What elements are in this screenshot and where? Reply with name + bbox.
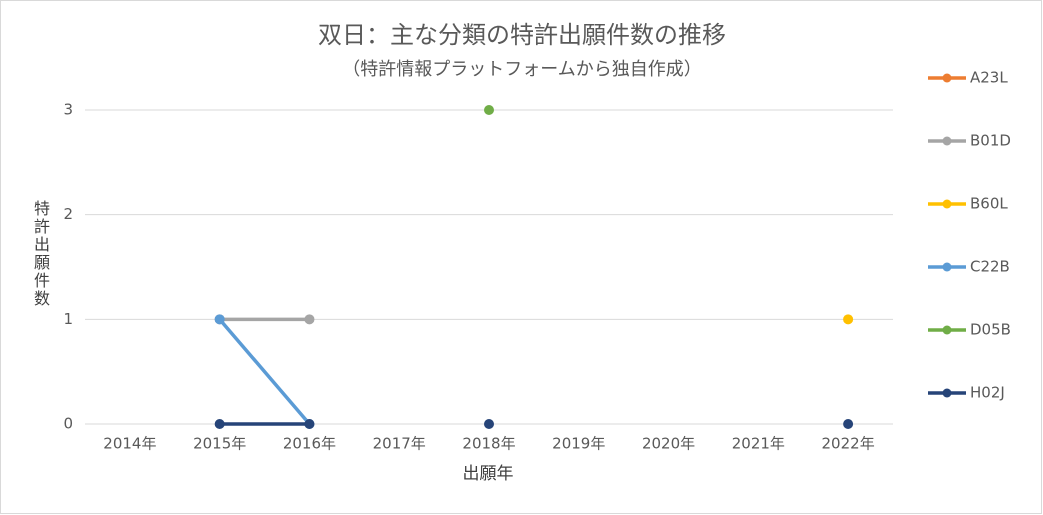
x-tick-label: 2020年	[642, 435, 695, 453]
legend-label: A23L	[970, 69, 1008, 87]
data-point	[484, 105, 494, 115]
legend-marker	[942, 199, 952, 209]
data-point	[304, 314, 315, 325]
legend-marker	[942, 262, 952, 272]
legend-label: H02J	[970, 384, 1005, 402]
legend-label: D05B	[970, 321, 1011, 339]
x-axis-label: 出願年	[463, 464, 514, 484]
x-tick-label: 2019年	[552, 435, 605, 453]
data-point	[214, 419, 225, 429]
legend-marker	[942, 136, 952, 146]
legend-label: C22B	[970, 258, 1010, 276]
x-tick-label: 2018年	[462, 435, 515, 453]
y-tick-label: 2	[63, 205, 73, 223]
legend-label: B60L	[970, 195, 1008, 213]
legend-marker	[942, 73, 952, 83]
y-tick-label: 0	[63, 415, 73, 433]
x-tick-label: 2014年	[103, 435, 156, 453]
y-tick-label: 3	[63, 101, 73, 119]
data-point	[843, 314, 854, 325]
y-tick-label: 1	[63, 310, 73, 328]
chart-subtitle: （特許情報プラットフォームから独自作成）	[342, 59, 701, 80]
x-tick-label: 2022年	[822, 435, 875, 453]
legend-marker	[942, 388, 952, 398]
y-axis-label: 特許出願件数	[31, 200, 50, 308]
legend-label: B01D	[970, 132, 1011, 150]
x-tick-label: 2021年	[732, 435, 785, 453]
data-point	[304, 419, 315, 429]
legend-marker	[942, 325, 952, 335]
x-tick-label: 2015年	[193, 435, 246, 453]
x-tick-label: 2017年	[373, 435, 426, 453]
series-line	[218, 318, 311, 426]
data-point	[843, 419, 854, 429]
data-point	[214, 314, 225, 325]
x-tick-label: 2016年	[283, 435, 336, 453]
data-point	[484, 419, 494, 429]
chart-title: 双日：主な分類の特許出願件数の推移	[318, 21, 726, 49]
